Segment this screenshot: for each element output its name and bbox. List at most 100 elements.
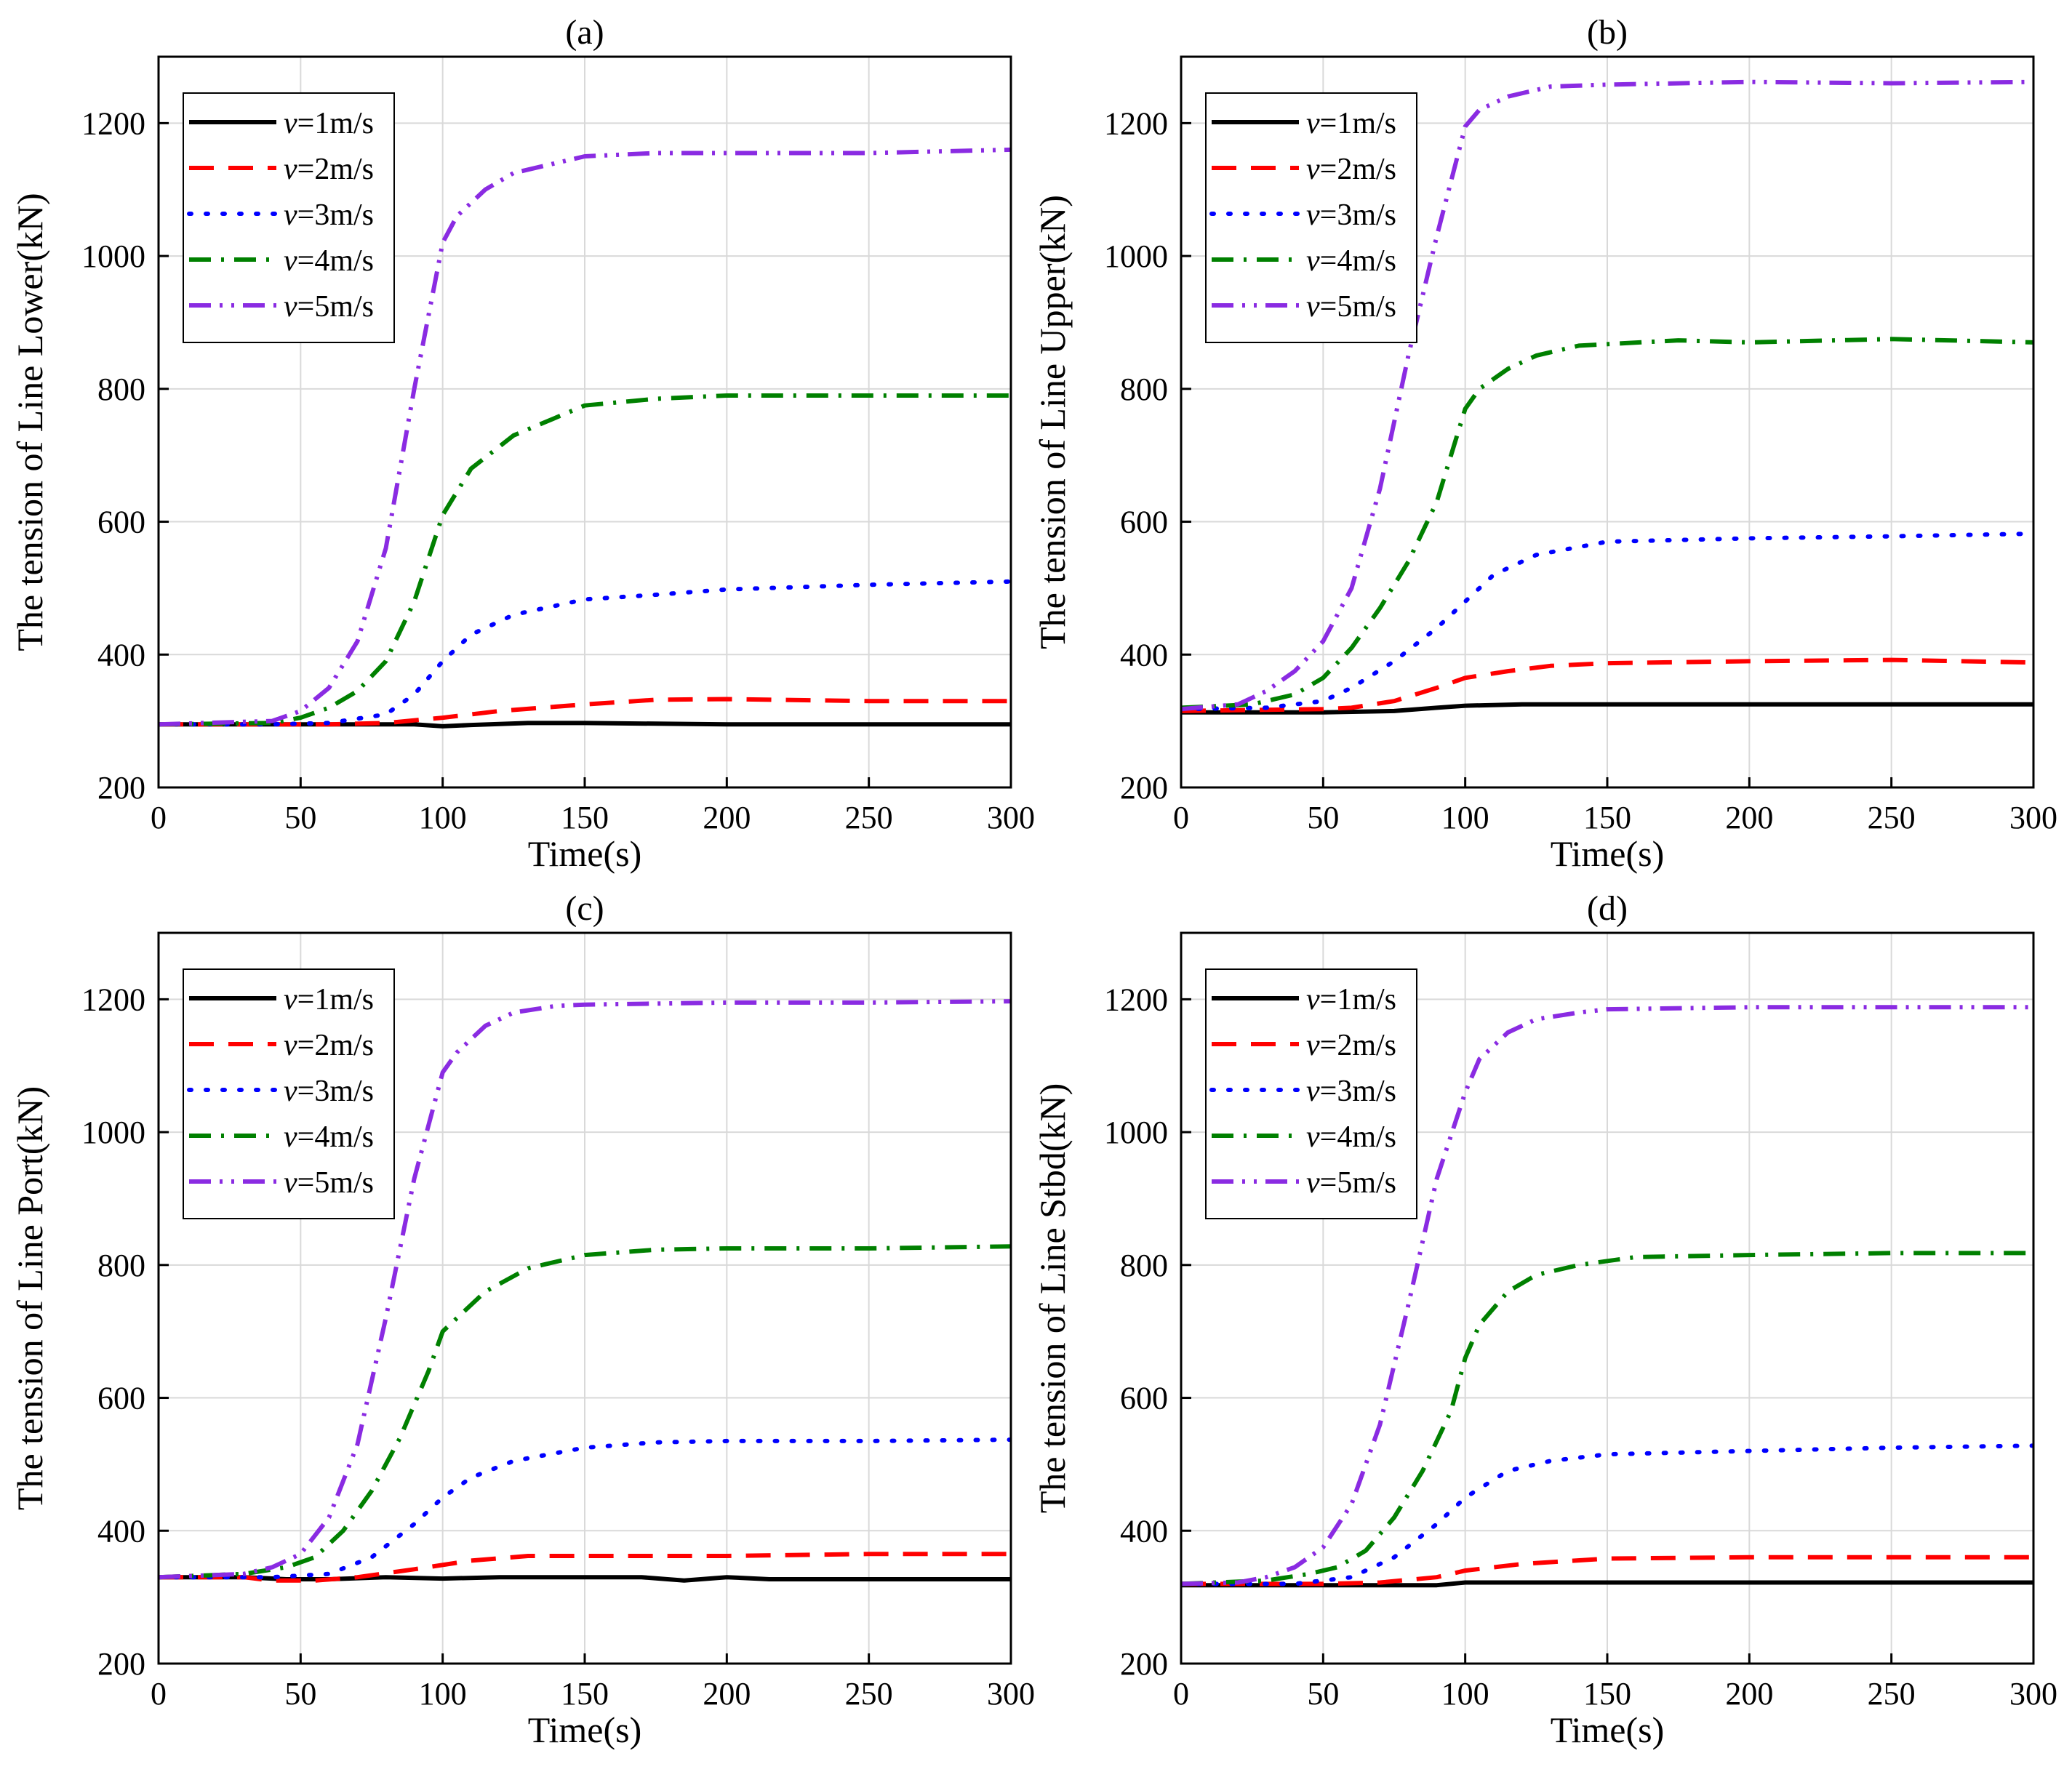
x-tick-label: 200 xyxy=(1725,800,1773,835)
x-tick-label: 50 xyxy=(284,800,316,835)
legend-label: v=3m/s xyxy=(284,198,374,232)
legend-label-var: v xyxy=(284,1166,297,1200)
x-axis-title: Time(s) xyxy=(1551,1709,1665,1750)
legend-box xyxy=(1205,968,1417,1219)
legend-label-value: =4m/s xyxy=(297,1120,374,1154)
panel-title: (a) xyxy=(565,13,604,52)
panel-d: 0 50 100 150 200 250 300 200 400 600 800 1000 1200 Ti… xyxy=(1032,889,2057,1750)
y-tick-label: 400 xyxy=(97,1513,145,1549)
legend-label-value: =3m/s xyxy=(1320,1075,1396,1108)
legend-label-var: v xyxy=(284,1029,297,1062)
series-line-5ms xyxy=(159,147,1011,727)
x-tick-label: 250 xyxy=(1868,1676,1916,1712)
x-tick-label: 100 xyxy=(419,800,467,835)
legend-label-value: =1m/s xyxy=(1320,983,1396,1016)
series-line-4ms xyxy=(1181,337,2033,710)
legend-label: v=4m/s xyxy=(284,244,374,278)
legend-label-var: v xyxy=(1306,198,1320,232)
legend-label-value: =5m/s xyxy=(1320,290,1396,324)
panel-title: (b) xyxy=(1587,13,1628,52)
y-tick-label: 800 xyxy=(97,372,145,407)
x-tick-label: 50 xyxy=(1307,1676,1339,1712)
legend-label-value: =5m/s xyxy=(1320,1166,1396,1200)
y-tick-label: 1200 xyxy=(1104,105,1168,141)
x-tick-label: 100 xyxy=(1441,1676,1489,1712)
y-axis-title: The tension of Line Lower(kN) xyxy=(9,193,50,651)
y-tick-label: 600 xyxy=(97,1381,145,1416)
legend-label-value: =2m/s xyxy=(1320,1029,1396,1062)
legend-label: v=3m/s xyxy=(284,1075,374,1108)
y-tick-label: 400 xyxy=(97,637,145,673)
panel-c: 0 50 100 150 200 250 300 200 400 600 800 1000 1200 Ti… xyxy=(9,889,1035,1750)
x-tick-label: 200 xyxy=(1725,1676,1773,1712)
x-tick-label: 150 xyxy=(1583,1676,1631,1712)
y-tick-label: 200 xyxy=(1120,770,1168,806)
legend-label-value: =1m/s xyxy=(1320,107,1396,140)
x-tick-label: 150 xyxy=(1583,800,1631,835)
x-tick-label: 50 xyxy=(1307,800,1339,835)
legend-label-var: v xyxy=(1306,1075,1320,1108)
legend-box xyxy=(183,968,395,1219)
y-tick-label: 200 xyxy=(97,1646,145,1682)
x-tick-label: 0 xyxy=(1173,800,1189,835)
x-tick-label: 300 xyxy=(2009,800,2057,835)
legend-label-value: =2m/s xyxy=(297,1029,374,1062)
panel-a: 0 50 100 150 200 250 300 200 400 600 800 1000 1200 Ti… xyxy=(9,13,1035,874)
x-tick-label: 250 xyxy=(1868,800,1916,835)
y-tick-label: 400 xyxy=(1120,1513,1168,1549)
legend-label-value: =3m/s xyxy=(297,1075,374,1108)
legend-label: v=1m/s xyxy=(1306,983,1396,1016)
legend-label-var: v xyxy=(284,983,297,1016)
legend-label: v=2m/s xyxy=(1306,153,1396,186)
legend-label-var: v xyxy=(284,290,297,324)
y-axis-title: The tension of Line Port(kN) xyxy=(9,1086,50,1510)
legend-label: v=2m/s xyxy=(1306,1029,1396,1062)
x-tick-label: 250 xyxy=(845,1676,893,1712)
x-axis-title: Time(s) xyxy=(528,1709,642,1750)
y-tick-label: 200 xyxy=(97,770,145,806)
y-tick-label: 600 xyxy=(97,505,145,540)
y-tick-label: 1200 xyxy=(81,982,145,1017)
x-tick-label: 50 xyxy=(284,1676,316,1712)
series-line-4ms xyxy=(1181,1251,2033,1587)
legend-label-var: v xyxy=(284,107,297,140)
legend-label-value: =1m/s xyxy=(297,983,374,1016)
y-axis-title: The tension of Line Stbd(kN) xyxy=(1032,1083,1073,1514)
legend-label: v=3m/s xyxy=(1306,1075,1396,1108)
x-tick-label: 150 xyxy=(561,1676,609,1712)
y-tick-label: 600 xyxy=(1120,1381,1168,1416)
x-tick-label: 100 xyxy=(1441,800,1489,835)
x-tick-label: 300 xyxy=(987,1676,1035,1712)
legend: v=1m/sv=2m/sv=3m/sv=4m/sv=5m/s xyxy=(183,968,395,1219)
legend-label: v=2m/s xyxy=(284,1029,374,1062)
legend-label: v=1m/s xyxy=(284,107,374,140)
legend-label: v=4m/s xyxy=(284,1120,374,1154)
y-axis-title: The tension of Line Upper(kN) xyxy=(1032,195,1073,649)
series-line-3ms xyxy=(159,579,1011,727)
legend-label-value: =5m/s xyxy=(297,1166,374,1200)
legend-label: v=3m/s xyxy=(1306,198,1396,232)
y-tick-label: 1000 xyxy=(1104,1115,1168,1150)
legend-label: v=1m/s xyxy=(284,983,374,1016)
legend-label-var: v xyxy=(284,244,297,278)
y-tick-label: 600 xyxy=(1120,505,1168,540)
x-axis-title: Time(s) xyxy=(528,833,642,874)
x-tick-label: 0 xyxy=(151,800,167,835)
legend-box xyxy=(183,92,395,343)
legend-label: v=2m/s xyxy=(284,153,374,186)
legend-label-var: v xyxy=(1306,1120,1320,1154)
legend-label: v=4m/s xyxy=(1306,1120,1396,1154)
x-tick-label: 0 xyxy=(151,1676,167,1712)
y-tick-label: 1000 xyxy=(81,1115,145,1150)
series-line-5ms xyxy=(159,999,1011,1580)
legend-label-var: v xyxy=(1306,983,1320,1016)
x-tick-label: 200 xyxy=(703,1676,751,1712)
legend: v=1m/sv=2m/sv=3m/sv=4m/sv=5m/s xyxy=(1205,92,1417,343)
legend: v=1m/sv=2m/sv=3m/sv=4m/sv=5m/s xyxy=(1205,968,1417,1219)
legend-label: v=4m/s xyxy=(1306,244,1396,278)
series-line-4ms xyxy=(159,393,1011,727)
panel-b: 0 50 100 150 200 250 300 200 400 600 800 1000 1200 Ti… xyxy=(1032,13,2057,874)
legend-label-value: =4m/s xyxy=(1320,1120,1396,1154)
y-tick-label: 1000 xyxy=(1104,238,1168,274)
